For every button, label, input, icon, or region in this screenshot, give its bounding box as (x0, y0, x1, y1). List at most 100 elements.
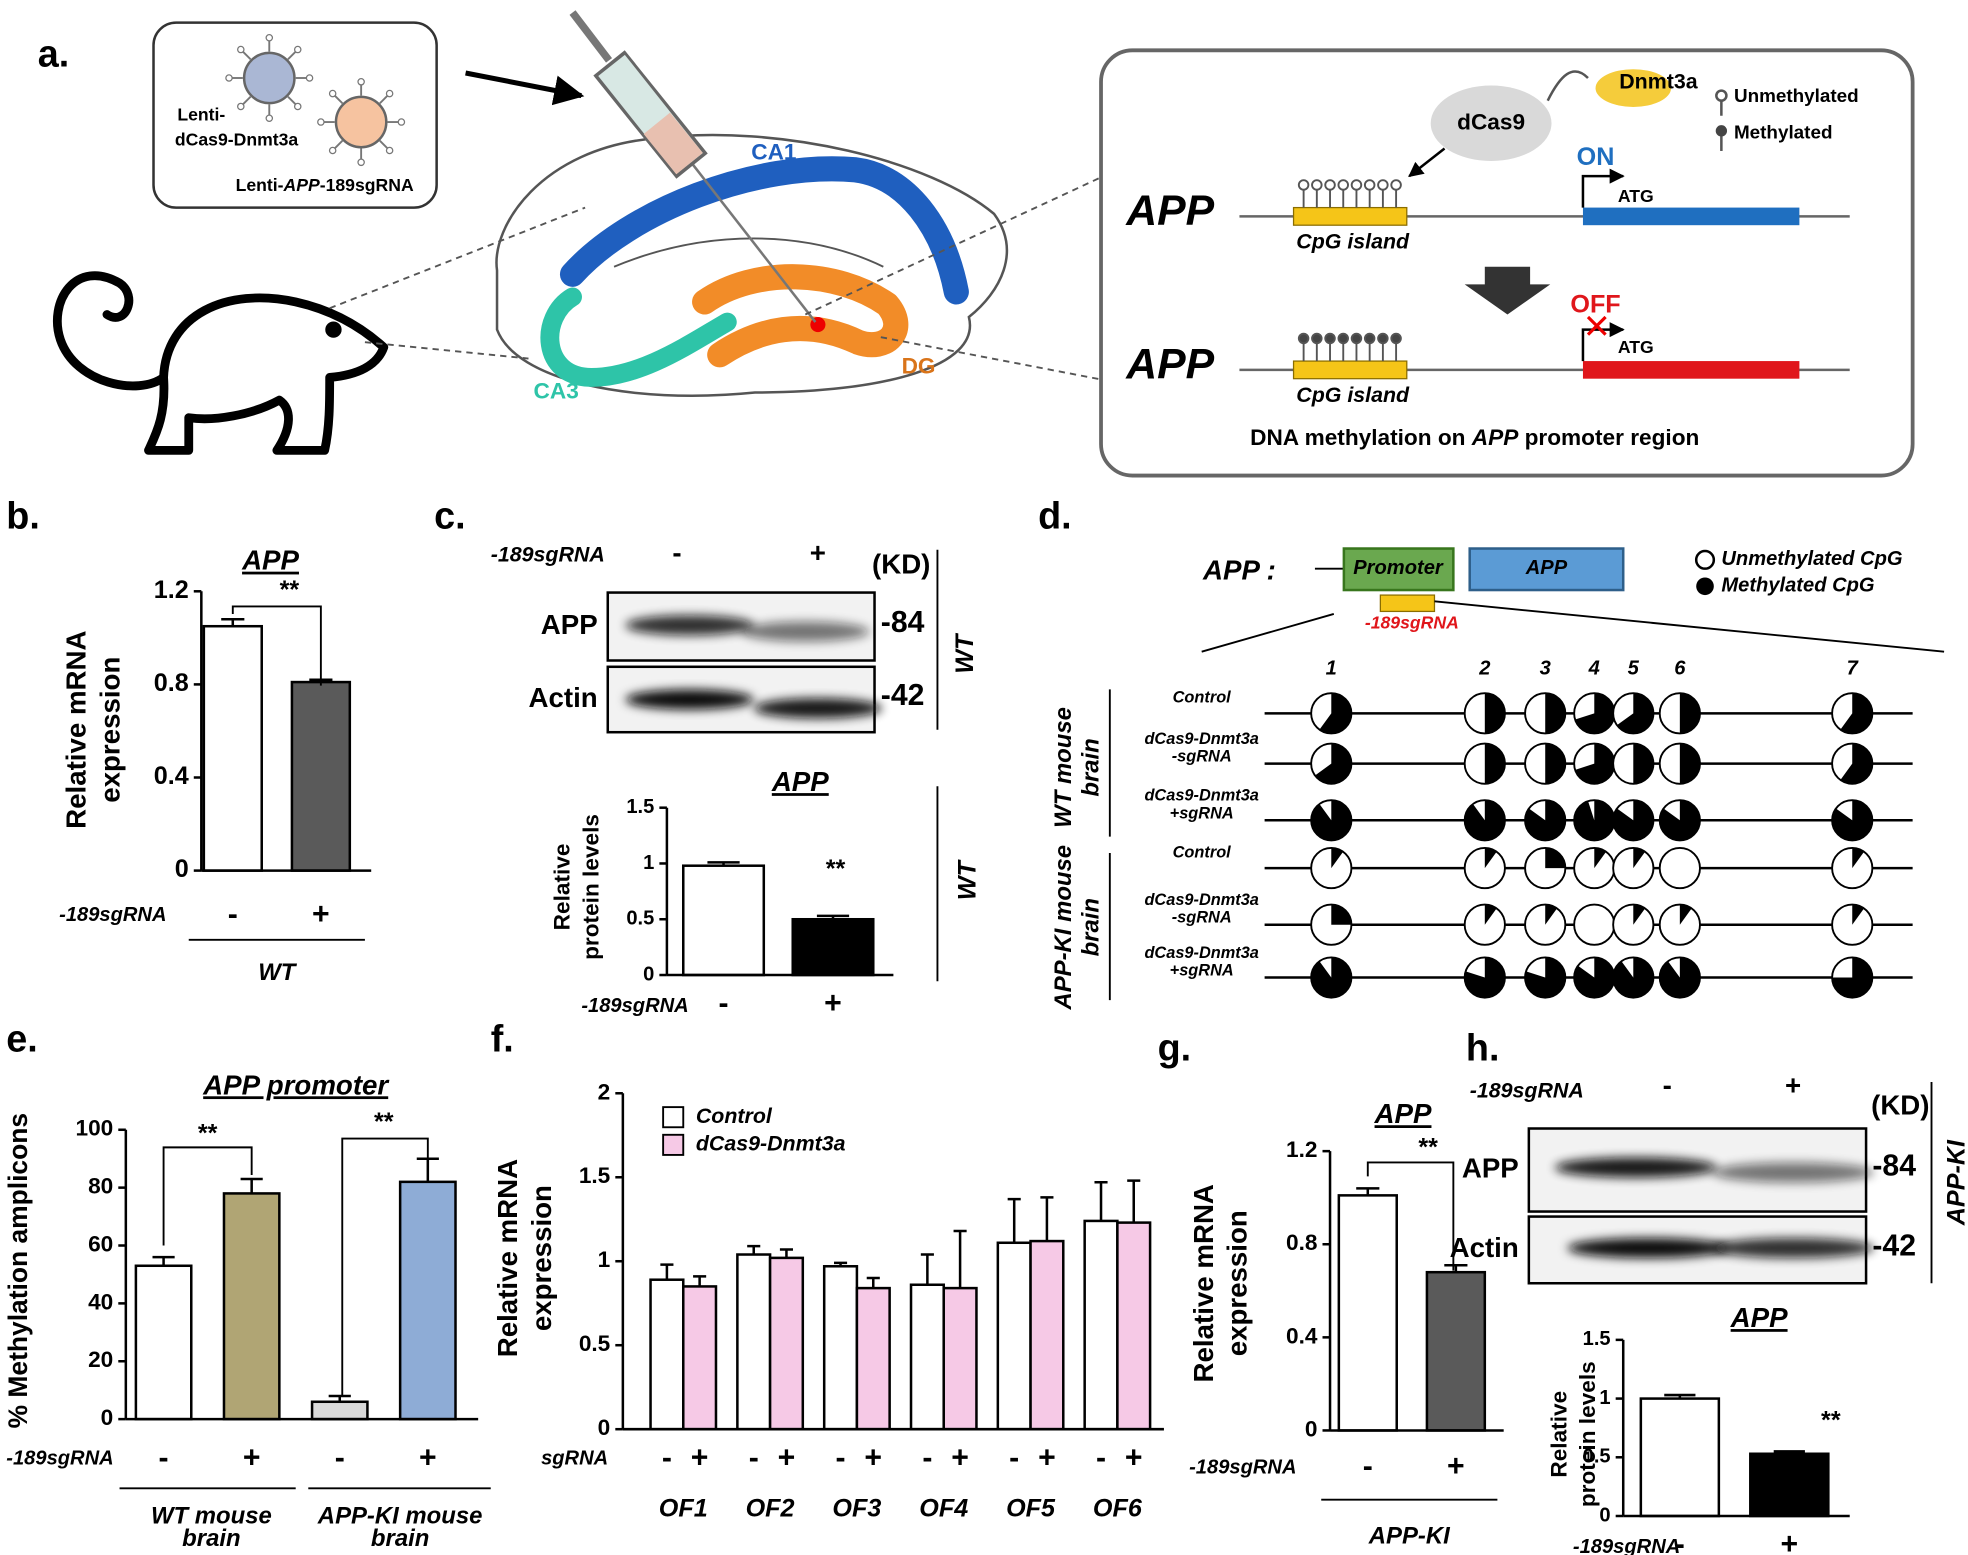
cpg-lollipop (1363, 179, 1376, 191)
methylation-wedge (1545, 693, 1566, 734)
x-tick-label: - (1363, 1450, 1373, 1483)
cpg-lollipop (1390, 179, 1402, 191)
methylation-wedge (1525, 800, 1566, 841)
y-axis-label: protein levels (579, 814, 604, 960)
bar (1639, 1397, 1721, 1518)
virus-spike-tip (293, 102, 302, 111)
blot-unit: (KD) (1871, 1089, 1929, 1120)
cpg-label: CpG island (1296, 229, 1410, 253)
bar (768, 1256, 805, 1431)
bar (290, 680, 352, 872)
legend-open (1694, 549, 1716, 570)
y-tick-label: 100 (75, 1116, 113, 1141)
methylation-wedge (1464, 800, 1505, 841)
x-tick-label: OF4 (919, 1494, 968, 1522)
error-bar (1127, 1179, 1141, 1223)
virus-spike (379, 140, 389, 150)
methylation-wedge (1832, 957, 1873, 998)
methylation-wedge (1617, 693, 1654, 734)
virus-spike-tip (357, 78, 365, 86)
panel-label: b. (6, 494, 40, 536)
error-bar (816, 914, 850, 920)
cpg-circle (1463, 847, 1506, 890)
blot-condition: -189sgRNA (491, 543, 605, 567)
significance: ** (1418, 1133, 1438, 1161)
blot-band (1554, 1157, 1717, 1178)
y-axis-label: expression (1222, 1210, 1253, 1356)
panel-label: h. (1466, 1026, 1500, 1068)
virus-1 (242, 51, 296, 105)
panel-label: d. (1038, 494, 1072, 536)
methylation-wedge (1852, 904, 1865, 925)
x-subcategory: + (864, 1441, 882, 1474)
x-tick-label: - (159, 1441, 169, 1474)
methylation-wedge (1331, 904, 1352, 925)
cpg-site: 3 (1540, 658, 1551, 680)
blot-protein: APP (1462, 1152, 1519, 1183)
bar (134, 1264, 193, 1421)
chart-title: APP (1730, 1302, 1788, 1333)
panel-label: e. (6, 1018, 37, 1060)
x-axis-label: sgRNA (541, 1448, 608, 1470)
x-tick-label: OF5 (1006, 1494, 1056, 1522)
zoom-lines (329, 175, 1104, 381)
bar (202, 624, 263, 872)
blot-band (753, 698, 882, 719)
methylation-wedge (1311, 957, 1352, 998)
methylation-wedge (1852, 847, 1865, 869)
dnmt3a-shape (1595, 69, 1672, 107)
zoom-line (1434, 600, 1945, 653)
gene-box-label: APP (1525, 557, 1568, 579)
virus-spike-tip (265, 33, 274, 42)
sgrna-box (1379, 594, 1436, 613)
linker (1546, 70, 1589, 102)
methylation-wedge (1319, 693, 1352, 734)
panel-label: c. (434, 494, 465, 536)
row-label: -sgRNA (1172, 748, 1232, 766)
x-subcategory: + (1125, 1441, 1143, 1474)
row-label: +sgRNA (1170, 804, 1234, 822)
blot-protein: Actin (1450, 1232, 1519, 1263)
methylation-wedge (1659, 800, 1700, 841)
bar (736, 1253, 772, 1431)
cpg-lollipop (1311, 332, 1323, 345)
group-label: brain (371, 1525, 429, 1552)
x-tick-label: + (1447, 1450, 1465, 1483)
cpg-circle (1658, 903, 1701, 946)
virus-spike-tip (293, 45, 302, 54)
y-tick-label: 1 (643, 852, 654, 874)
blot-unit: (KD) (872, 548, 930, 579)
error-bar (240, 1177, 263, 1194)
methylation-wedge (1679, 693, 1700, 734)
legend-label: Control (696, 1104, 773, 1128)
x-tick-label: + (824, 987, 842, 1020)
error-bar (747, 1244, 761, 1255)
error-bar (1007, 1197, 1021, 1243)
virus-spike-tip (397, 118, 406, 126)
legend-filled (1715, 125, 1728, 137)
virus-spike-tip (305, 74, 314, 82)
x-tick-label: - (1675, 1528, 1685, 1555)
atg-label: ATG (1618, 186, 1654, 206)
methylation-wedge (1311, 800, 1352, 841)
y-tick-label: 2 (598, 1079, 611, 1104)
methylation-wedge (1840, 743, 1873, 784)
cpg-lollipop (1363, 332, 1376, 345)
y-tick-label: 0 (1599, 1504, 1610, 1526)
caption: DNA methylation on APP promoter region (1250, 425, 1699, 450)
methylation-wedge (1633, 904, 1646, 925)
row-label: Control (1173, 843, 1232, 861)
promoter-arrow (1581, 168, 1625, 208)
cpg-lollipop (1337, 332, 1349, 345)
error-bar (866, 1276, 880, 1289)
virus-spike-tip (385, 89, 394, 98)
gene-off (1582, 361, 1800, 379)
methylation-wedge (1545, 743, 1566, 784)
mouse (52, 271, 389, 455)
off-cross (1586, 315, 1607, 336)
bar (791, 917, 875, 977)
legend-filled (1696, 577, 1714, 596)
blot-kd: -84 (881, 606, 925, 639)
virus-label-part: APP (283, 175, 320, 195)
